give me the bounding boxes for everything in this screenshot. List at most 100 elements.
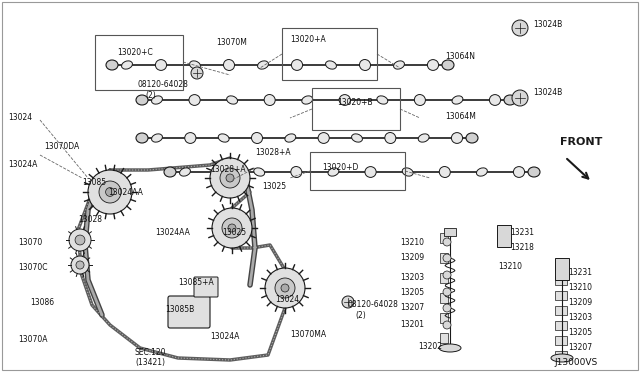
Ellipse shape <box>394 61 404 69</box>
Text: 13085: 13085 <box>82 178 106 187</box>
Circle shape <box>75 235 85 245</box>
Bar <box>555 336 567 345</box>
Text: 13085B: 13085B <box>165 305 195 314</box>
Ellipse shape <box>180 168 191 176</box>
Text: 13024: 13024 <box>275 295 299 304</box>
Text: 13028: 13028 <box>78 215 102 224</box>
Text: 13025: 13025 <box>222 228 246 237</box>
Circle shape <box>71 256 89 274</box>
Ellipse shape <box>285 134 296 142</box>
Ellipse shape <box>442 60 454 70</box>
Text: 13020+A: 13020+A <box>290 35 326 44</box>
Circle shape <box>210 158 250 198</box>
Bar <box>555 321 567 330</box>
Text: 13028+A: 13028+A <box>255 148 291 157</box>
Text: (2): (2) <box>145 91 156 100</box>
Bar <box>282 28 377 80</box>
Circle shape <box>265 268 305 308</box>
Ellipse shape <box>377 96 388 104</box>
Text: 13070MA: 13070MA <box>290 330 326 339</box>
Ellipse shape <box>189 94 200 105</box>
Text: (2): (2) <box>355 311 365 320</box>
Text: 13070C: 13070C <box>18 263 47 272</box>
Text: 13207: 13207 <box>400 303 424 312</box>
Ellipse shape <box>189 61 200 69</box>
FancyBboxPatch shape <box>168 296 210 328</box>
Text: 13070M: 13070M <box>216 38 248 47</box>
Ellipse shape <box>414 94 426 106</box>
Text: 13231: 13231 <box>568 268 592 277</box>
Text: 13209: 13209 <box>400 253 424 262</box>
Circle shape <box>443 304 451 312</box>
Bar <box>555 258 569 280</box>
Circle shape <box>512 90 528 106</box>
Text: 13020+C: 13020+C <box>117 48 153 57</box>
Text: 13202: 13202 <box>418 342 442 351</box>
Text: 13205: 13205 <box>400 288 424 297</box>
Text: 08120-64028: 08120-64028 <box>138 80 189 89</box>
Bar <box>555 276 567 285</box>
Text: 13024B: 13024B <box>533 20 563 29</box>
Bar <box>555 306 567 315</box>
Ellipse shape <box>216 167 228 177</box>
Bar <box>440 233 448 243</box>
Text: 13070: 13070 <box>18 238 42 247</box>
Circle shape <box>281 284 289 292</box>
Circle shape <box>99 181 121 203</box>
Circle shape <box>88 170 132 214</box>
Text: 13025: 13025 <box>262 182 286 191</box>
Text: 13070DA: 13070DA <box>44 142 79 151</box>
Ellipse shape <box>291 167 302 177</box>
Circle shape <box>275 278 295 298</box>
Circle shape <box>76 261 84 269</box>
Ellipse shape <box>490 94 500 105</box>
Text: 13210: 13210 <box>498 262 522 271</box>
Ellipse shape <box>185 132 196 143</box>
Ellipse shape <box>360 60 371 70</box>
Circle shape <box>228 224 236 232</box>
Circle shape <box>191 67 203 79</box>
Bar <box>95 35 183 90</box>
Ellipse shape <box>439 167 451 177</box>
Text: 13020+D: 13020+D <box>322 163 358 172</box>
Circle shape <box>226 174 234 182</box>
Ellipse shape <box>264 94 275 106</box>
Text: 13086: 13086 <box>30 298 54 307</box>
Ellipse shape <box>227 96 237 104</box>
Text: FRONT: FRONT <box>560 137 602 147</box>
Text: 13064N: 13064N <box>445 52 475 61</box>
Circle shape <box>443 254 451 262</box>
Text: 13085+A: 13085+A <box>178 278 214 287</box>
Text: 13024A: 13024A <box>210 332 239 341</box>
Text: 13024B: 13024B <box>533 88 563 97</box>
Bar <box>440 313 448 323</box>
Ellipse shape <box>252 132 262 144</box>
Ellipse shape <box>476 168 487 176</box>
Bar <box>555 291 567 300</box>
Ellipse shape <box>136 133 148 143</box>
Circle shape <box>106 187 115 196</box>
Bar <box>444 228 456 236</box>
Circle shape <box>443 271 451 279</box>
Ellipse shape <box>466 133 478 143</box>
Ellipse shape <box>106 60 118 70</box>
Ellipse shape <box>439 344 461 352</box>
Circle shape <box>222 218 242 238</box>
Ellipse shape <box>402 168 413 176</box>
Text: 13024AA: 13024AA <box>155 228 190 237</box>
Ellipse shape <box>136 95 148 105</box>
Circle shape <box>443 238 451 246</box>
Ellipse shape <box>418 134 429 142</box>
Ellipse shape <box>257 61 268 69</box>
Ellipse shape <box>504 95 516 105</box>
Ellipse shape <box>164 167 176 177</box>
Text: 13070A: 13070A <box>18 335 47 344</box>
Text: 13024: 13024 <box>8 113 32 122</box>
Circle shape <box>342 296 354 308</box>
Text: 13231: 13231 <box>510 228 534 237</box>
Circle shape <box>443 321 451 329</box>
Ellipse shape <box>122 61 132 69</box>
Ellipse shape <box>528 167 540 177</box>
Text: 13024A: 13024A <box>8 160 37 169</box>
Bar <box>555 351 567 360</box>
